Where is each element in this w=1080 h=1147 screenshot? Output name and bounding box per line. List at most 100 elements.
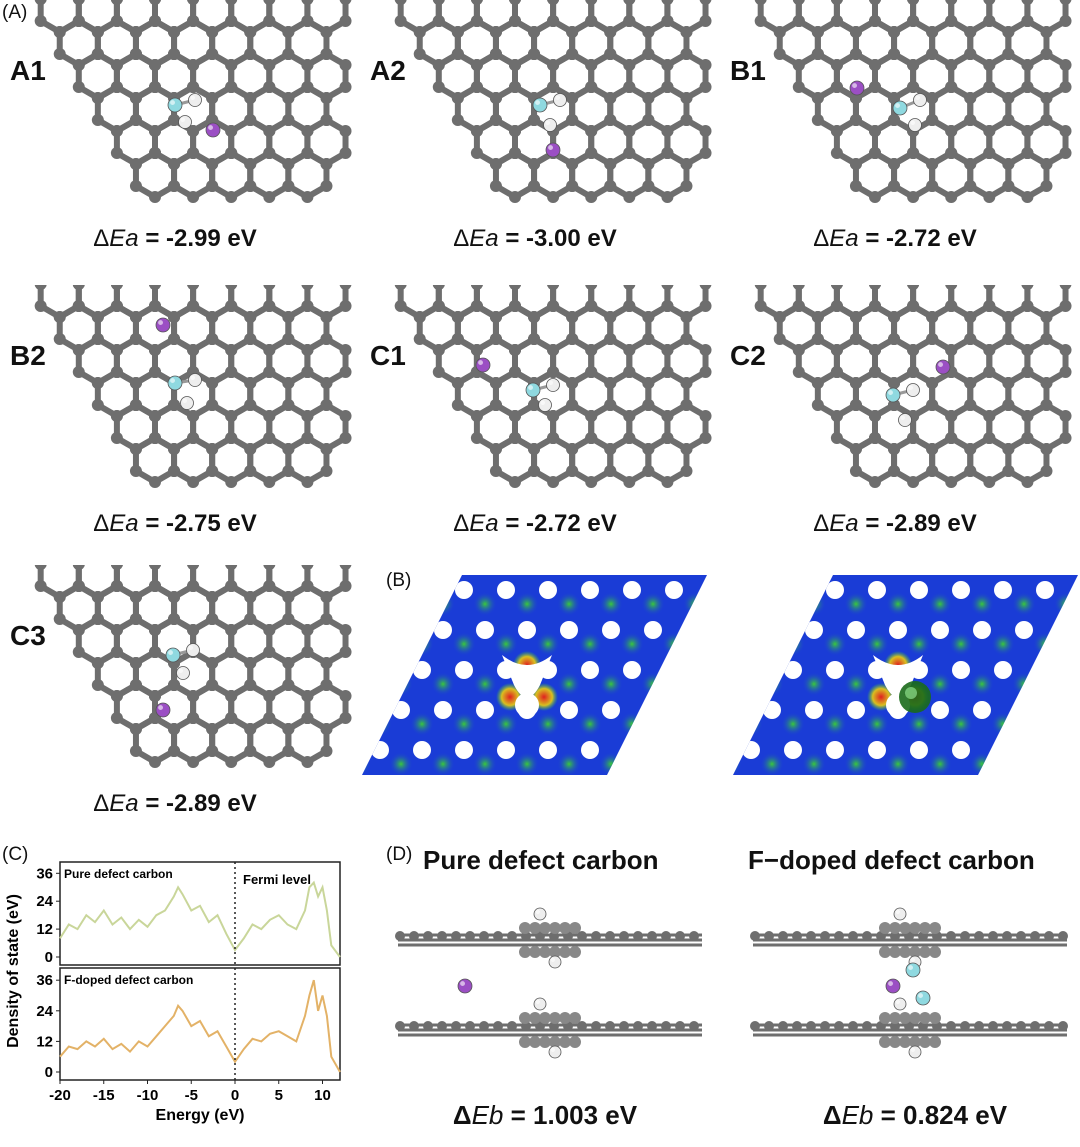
elf-map-pure bbox=[362, 575, 707, 775]
x-tick-label: -10 bbox=[137, 1087, 159, 1104]
graphene-sheet bbox=[34, 565, 352, 768]
series-label: F-doped defect carbon bbox=[64, 973, 193, 987]
energy-delta: Δ bbox=[93, 790, 110, 817]
hydrogen-atom bbox=[546, 378, 560, 392]
y-tick-label: 0 bbox=[45, 949, 53, 966]
graphene-sheet bbox=[34, 0, 352, 203]
elf-map-pure-svg bbox=[362, 575, 707, 775]
y-tick-label: 24 bbox=[36, 1003, 53, 1020]
adsorption-energy: ΔEa = -2.75 eV bbox=[60, 510, 290, 538]
structure-label: B2 bbox=[10, 340, 46, 371]
hydrogen-atom bbox=[553, 93, 567, 107]
energy-sym: E bbox=[829, 510, 846, 537]
structure-label: A2 bbox=[370, 55, 406, 86]
y-tick-label: 12 bbox=[36, 921, 53, 938]
hydrogen-atom bbox=[898, 413, 912, 427]
hydrogen-atom bbox=[548, 955, 562, 969]
adsorption-energy: ΔEa = -2.99 eV bbox=[60, 225, 290, 253]
structure-b1: B1 ΔEa = -2.72 eV bbox=[720, 0, 1080, 285]
x-axis-label: Energy (eV) bbox=[156, 1107, 245, 1124]
energy-sub: a bbox=[845, 225, 859, 252]
graphene-sheet bbox=[394, 0, 712, 203]
x-tick-label: 10 bbox=[314, 1087, 331, 1104]
hydrogen-atom bbox=[538, 398, 552, 412]
adsorption-energy: ΔEa = -2.72 eV bbox=[780, 225, 1010, 253]
energy-subscript: b bbox=[858, 1100, 874, 1130]
y-tick-label: 0 bbox=[45, 1064, 53, 1081]
adsorption-energy: ΔEa = -2.89 eV bbox=[60, 790, 290, 818]
potassium-atom bbox=[155, 702, 171, 718]
x-tick-label: -5 bbox=[185, 1087, 198, 1104]
y-tick-label: 36 bbox=[36, 865, 53, 882]
adsorption-energy: ΔEa = -2.89 eV bbox=[780, 510, 1010, 538]
energy-sub: a bbox=[845, 510, 859, 537]
panel-d-right-energy: ΔEb = 0.824 eV bbox=[800, 1100, 1030, 1131]
graphene-sheet bbox=[34, 285, 352, 488]
potassium-atom bbox=[475, 357, 491, 373]
series-label: Pure defect carbon bbox=[64, 867, 173, 881]
delta-symbol: Δ bbox=[822, 1100, 842, 1130]
structure-label: C3 bbox=[10, 620, 46, 651]
fluorine-atom bbox=[167, 97, 183, 113]
energy-delta: Δ bbox=[453, 225, 470, 252]
energy-sub: a bbox=[125, 510, 139, 537]
energy-value: = 1.003 eV bbox=[503, 1100, 638, 1130]
energy-delta: Δ bbox=[813, 225, 830, 252]
fluorine-atom bbox=[915, 990, 931, 1006]
energy-sub: a bbox=[485, 225, 499, 252]
energy-delta: Δ bbox=[93, 225, 110, 252]
energy-sub: a bbox=[485, 510, 499, 537]
structure-label: C2 bbox=[730, 340, 766, 371]
graphene-sheet bbox=[754, 285, 1072, 488]
hydrogen-atom bbox=[176, 666, 190, 680]
y-axis-label: Density of state (eV) bbox=[5, 894, 22, 1048]
energy-sub: a bbox=[125, 790, 139, 817]
energy-delta: Δ bbox=[813, 510, 830, 537]
elf-map-fdoped-svg bbox=[733, 575, 1078, 775]
energy-symbol: E bbox=[471, 1100, 489, 1130]
x-tick-label: -20 bbox=[49, 1087, 71, 1104]
structure-a1: A1 ΔEa = -2.99 eV bbox=[0, 0, 360, 285]
panel-letter-d: (D) bbox=[386, 844, 413, 865]
energy-value: = -2.72 eV bbox=[498, 510, 617, 537]
energy-value: = -3.00 eV bbox=[498, 225, 617, 252]
graphene-sheet bbox=[754, 0, 1072, 203]
y-tick-label: 12 bbox=[36, 1033, 53, 1050]
dos-series-line bbox=[59, 979, 341, 1073]
energy-value: = -2.89 eV bbox=[138, 790, 257, 817]
energy-value: = -2.72 eV bbox=[858, 225, 977, 252]
fluorine-atom bbox=[905, 962, 921, 978]
hydrogen-atom bbox=[543, 118, 557, 132]
energy-sub: a bbox=[125, 225, 139, 252]
graphene-sheet bbox=[394, 285, 712, 488]
adsorption-energy: ΔEa = -2.72 eV bbox=[420, 510, 650, 538]
bilayer-fdoped-svg bbox=[750, 907, 1068, 1059]
hydrogen-atom bbox=[178, 115, 192, 129]
bilayer-pure-svg bbox=[395, 907, 702, 1059]
y-tick-label: 36 bbox=[36, 972, 53, 989]
delta-symbol: Δ bbox=[452, 1100, 472, 1130]
structure-a2: A2 ΔEa = -3.00 eV bbox=[360, 0, 720, 285]
energy-value: = -2.75 eV bbox=[138, 510, 257, 537]
structure-c1: C1 ΔEa = -2.72 eV bbox=[360, 285, 720, 570]
hydrogen-atom bbox=[188, 93, 202, 107]
dos-chart-svg: 0 12 24 36 Pure defect carbon 0 12 24 36 F-doped … bbox=[5, 861, 341, 1124]
x-tick-label: -15 bbox=[93, 1087, 115, 1104]
potassium-atom bbox=[155, 317, 171, 333]
energy-sym: E bbox=[469, 225, 486, 252]
hydrogen-atom bbox=[908, 118, 922, 132]
panel-d-right-title: F−doped defect carbon bbox=[748, 845, 1035, 875]
potassium-atom bbox=[545, 142, 561, 158]
energy-sym: E bbox=[109, 225, 126, 252]
elf-map-fdoped bbox=[733, 575, 1078, 775]
hydrogen-atom bbox=[893, 997, 907, 1011]
hydrogen-atom bbox=[188, 373, 202, 387]
dos-series-line bbox=[59, 880, 341, 958]
energy-value: = -2.89 eV bbox=[858, 510, 977, 537]
fluorine-atom bbox=[532, 97, 548, 113]
structure-c2: C2 ΔEa = -2.89 eV bbox=[720, 285, 1080, 570]
panel-d-left-title: Pure defect carbon bbox=[423, 845, 659, 875]
hydrogen-atom bbox=[906, 383, 920, 397]
panel-letter-b: (B) bbox=[386, 570, 412, 591]
hydrogen-atom bbox=[548, 1045, 562, 1059]
